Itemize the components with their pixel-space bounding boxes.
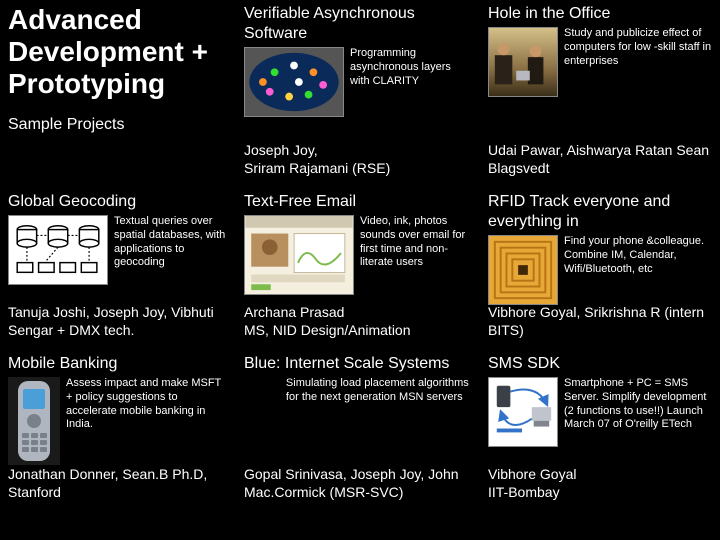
credits-text: Jonathan Donner, Sean.B Ph.D, Stanford	[8, 466, 228, 501]
phone-thumb	[8, 377, 60, 465]
project-rfid: RFID Track everyone and everything in Fi…	[480, 188, 720, 300]
subtitle: Sample Projects	[8, 115, 228, 135]
credits-vas: Joseph Joy, Sriram Rajamani (RSE)	[236, 138, 480, 188]
project-title: Hole in the Office	[488, 4, 712, 24]
title-block: Advanced Development + Prototyping Sampl…	[0, 0, 236, 188]
project-desc: Programming asynchronous layers with CLA…	[350, 47, 472, 88]
credits-geocoding: Tanuja Joshi, Joseph Joy, Vibhuti Sengar…	[0, 300, 236, 350]
project-desc: Assess impact and make MSFT + policy sug…	[66, 377, 228, 432]
credits-text: Gopal Srinivasa, Joseph Joy, John Mac.Co…	[244, 466, 472, 501]
project-title: Blue: Internet Scale Systems	[244, 354, 472, 374]
project-desc: Study and publicize effect of computers …	[564, 27, 712, 68]
project-geocoding: Global Geocoding	[0, 188, 236, 300]
project-title: Global Geocoding	[8, 192, 228, 212]
slide-grid: Advanced Development + Prototyping Sampl…	[0, 0, 720, 540]
credits-text: Tanuja Joshi, Joseph Joy, Vibhuti Sengar…	[8, 304, 228, 339]
credits-text: Vibhore Goyal, Srikrishna R (intern BITS…	[488, 304, 712, 339]
project-textfree: Text-Free Email Video, ink, photos sound…	[236, 188, 480, 300]
app-screenshot-thumb	[244, 215, 354, 295]
project-blue: Blue: Internet Scale Systems Simulating …	[236, 350, 480, 462]
credits-text: Vibhore Goyal IIT-Bombay	[488, 466, 712, 501]
project-hole: Hole in the Office Study and publicize e…	[480, 0, 720, 138]
project-title: RFID Track everyone and everything in	[488, 192, 712, 232]
credits-banking: Jonathan Donner, Sean.B Ph.D, Stanford	[0, 462, 236, 512]
office-photo-thumb	[488, 27, 558, 97]
project-title: Text-Free Email	[244, 192, 472, 212]
credits-sms: Vibhore Goyal IIT-Bombay	[480, 462, 720, 512]
project-desc: Simulating load placement algorithms for…	[286, 377, 472, 405]
project-desc: Video, ink, photos sounds over email for…	[360, 215, 472, 270]
project-sms: SMS SDK Smartphone + PC = SMS Server. Si…	[480, 350, 720, 462]
credits-text: Udai Pawar, Aishwarya Ratan Sean Blagsve…	[488, 142, 712, 177]
rfid-tag-thumb	[488, 235, 558, 305]
credits-blue: Gopal Srinivasa, Joseph Joy, John Mac.Co…	[236, 462, 480, 512]
credits-hole: Udai Pawar, Aishwarya Ratan Sean Blagsve…	[480, 138, 720, 188]
project-desc: Find your phone &colleague. Combine IM, …	[564, 235, 712, 276]
sms-flow-thumb	[488, 377, 558, 447]
project-title: Verifiable Asynchronous Software	[244, 4, 472, 44]
project-desc: Smartphone + PC = SMS Server. Simplify d…	[564, 377, 712, 432]
main-title: Advanced Development + Prototyping	[8, 4, 228, 101]
clarity-diagram-thumb	[244, 47, 344, 117]
credits-textfree: Archana Prasad MS, NID Design/Animation	[236, 300, 480, 350]
project-banking: Mobile Banking Assess impact and make MS…	[0, 350, 236, 462]
credits-text: Joseph Joy, Sriram Rajamani (RSE)	[244, 142, 472, 177]
project-desc: Textual queries over spatial databases, …	[114, 215, 228, 270]
credits-text: Archana Prasad MS, NID Design/Animation	[244, 304, 472, 339]
project-vas: Verifiable Asynchronous Software Program…	[236, 0, 480, 138]
project-title: SMS SDK	[488, 354, 712, 374]
credits-rfid: Vibhore Goyal, Srikrishna R (intern BITS…	[480, 300, 720, 350]
db-schema-thumb	[8, 215, 108, 285]
project-title: Mobile Banking	[8, 354, 228, 374]
